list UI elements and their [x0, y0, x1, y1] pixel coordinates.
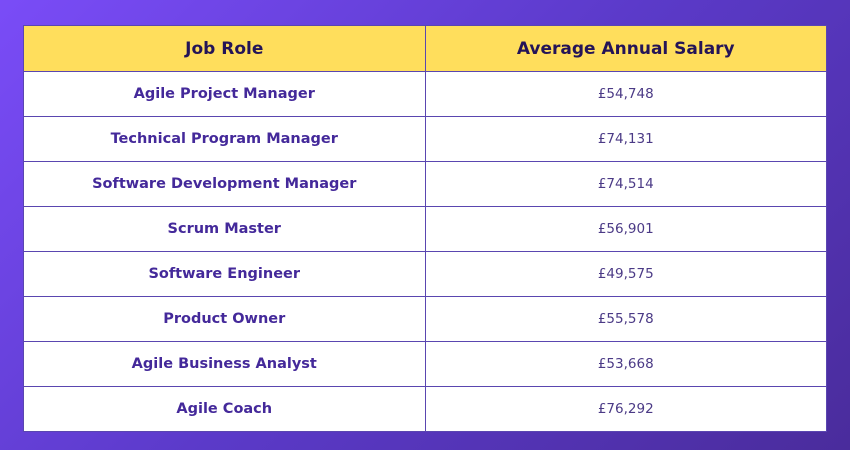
table-row: Agile Project Manager £54,748 [23, 71, 827, 117]
table-row: Software Development Manager £74,514 [23, 161, 827, 207]
salary: £74,131 [424, 116, 827, 162]
table-row: Software Engineer £49,575 [23, 251, 827, 297]
table-body: Agile Project Manager £54,748 Technical Pr… [23, 71, 827, 432]
salary: £56,901 [424, 206, 827, 252]
salary-table: Job Role Average Annual Salary Agile Pro… [23, 25, 827, 432]
job-role: Product Owner [23, 296, 426, 342]
table-row: Scrum Master £56,901 [23, 206, 827, 252]
job-role: Software Engineer [23, 251, 426, 297]
table-head: Job Role Average Annual Salary [23, 25, 827, 72]
header-cell: Average Annual Salary [424, 25, 827, 72]
header-cell: Job Role [23, 25, 426, 72]
job-role: Scrum Master [23, 206, 426, 252]
salary: £49,575 [424, 251, 827, 297]
job-role: Technical Program Manager [23, 116, 426, 162]
salary: £74,514 [424, 161, 827, 207]
salary: £53,668 [424, 341, 827, 387]
job-role: Agile Business Analyst [23, 341, 426, 387]
header-row: Job Role Average Annual Salary [23, 25, 827, 72]
table-row: Agile Coach £76,292 [23, 386, 827, 432]
table-row: Agile Business Analyst £53,668 [23, 341, 827, 387]
job-role: Agile Project Manager [23, 71, 426, 117]
table-row: Product Owner £55,578 [23, 296, 827, 342]
salary: £76,292 [424, 386, 827, 432]
salary: £55,578 [424, 296, 827, 342]
job-role: Agile Coach [23, 386, 426, 432]
table-row: Technical Program Manager £74,131 [23, 116, 827, 162]
salary: £54,748 [424, 71, 827, 117]
job-role: Software Development Manager [23, 161, 426, 207]
